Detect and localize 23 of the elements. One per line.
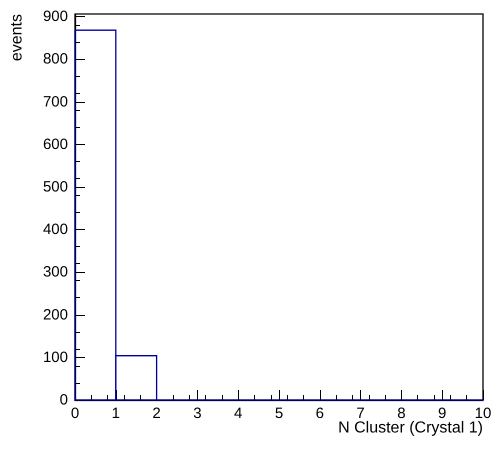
- y-tick-label: 600: [42, 136, 68, 153]
- y-tick-label: 100: [42, 348, 68, 366]
- x-tick-label: 2: [152, 405, 161, 422]
- x-tick-label: 5: [274, 405, 284, 422]
- x-tick-label: 7: [356, 405, 365, 422]
- y-tick-label: 700: [42, 93, 68, 110]
- x-tick-label: 8: [397, 405, 406, 422]
- y-tick-label: 800: [42, 50, 68, 68]
- y-tick-label: 300: [42, 264, 68, 281]
- y-tick-label: 900: [42, 8, 68, 26]
- x-axis-title: N Cluster (Crystal 1): [338, 420, 483, 436]
- y-tick-label: 500: [42, 178, 68, 196]
- x-tick-label: 10: [474, 405, 492, 422]
- y-tick-label: 400: [42, 221, 68, 238]
- y-tick-label: 200: [42, 306, 68, 324]
- x-tick-label: 6: [316, 405, 324, 422]
- y-axis-title: events: [8, 14, 26, 62]
- x-tick-label: 9: [438, 405, 446, 422]
- x-tick-label: 3: [193, 405, 202, 422]
- y-tick-label: 0: [60, 392, 68, 408]
- x-tick-label: 1: [112, 405, 120, 422]
- x-tick-label: 4: [234, 405, 242, 422]
- x-tick-label: 0: [70, 405, 80, 422]
